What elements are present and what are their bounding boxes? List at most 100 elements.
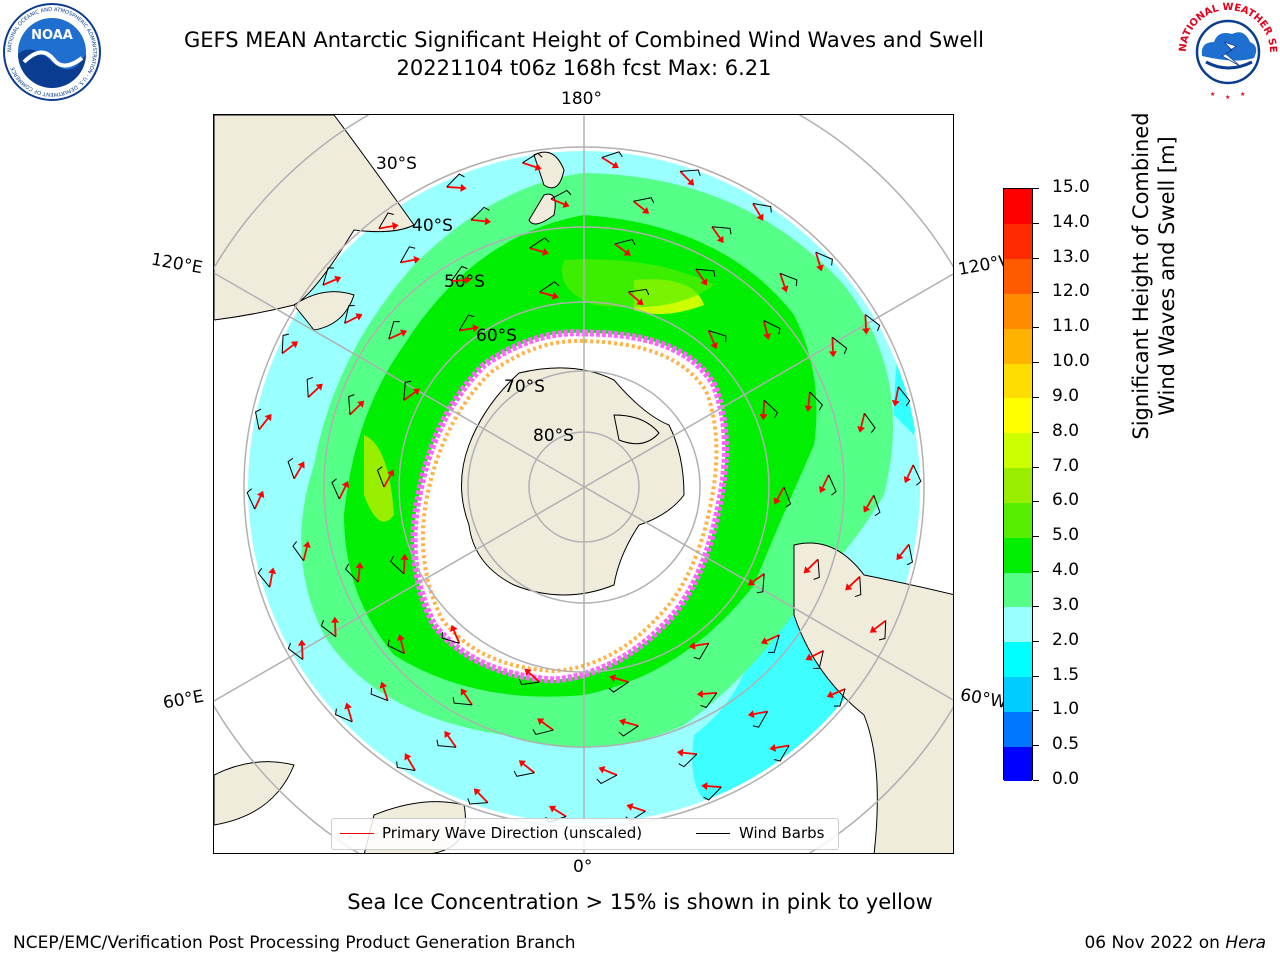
wind-barb [378,212,394,229]
colorbar-tick [1033,571,1039,573]
wind-barb [518,678,540,686]
wave-arrow-head [688,641,696,650]
wave-arrow [400,258,415,264]
svg-text:★: ★ [1225,94,1230,101]
colorbar-segment [1004,746,1032,782]
wind-barb [400,246,416,263]
wind-barb [695,268,716,277]
colorbar-tick-label: 10.0 [1052,351,1090,372]
wave-arrow [253,495,262,510]
wind-barb [833,688,846,707]
wave-arrow-head [619,718,626,726]
wind-barb [550,189,572,200]
wave-arrow-head [472,324,480,333]
wave-arrow-head [413,255,421,264]
wave-arrow [459,327,474,332]
wave-arrow [446,186,461,189]
wind-barb [809,391,823,411]
wind-barb [601,151,623,158]
wind-barb [331,478,340,500]
wave-arrow [453,630,461,644]
wave-arrow [281,344,294,355]
colorbar-tick-label: 0.0 [1052,769,1080,789]
wave-arrow [378,225,393,230]
wind-barb [756,573,765,594]
wind-barb [633,197,655,204]
wind-barb [539,281,560,293]
wave-arrow [779,273,786,287]
wave-arrow-head [805,653,813,661]
wind-barb [467,798,488,805]
wind-barb [450,265,468,282]
wave-arrow [614,243,627,253]
wind-barb [596,774,618,785]
colorbar-tick-label: 6.0 [1052,490,1080,511]
chart-subtitle: 20221104 t06z 168h fcst Max: 6.21 [396,56,772,80]
colorbar-segment [1004,502,1032,538]
colorbar-tick-label: 1.0 [1052,699,1080,720]
wave-arrow-head [268,567,277,575]
lon-label-60w: 60°W [958,685,1009,713]
wind-barb [388,321,400,340]
wave-arrow-head [524,668,532,676]
colorbar-tick [1033,292,1039,294]
wave-arrow [529,247,544,253]
wind-barb [387,639,405,654]
wave-arrow-head [696,689,704,698]
wind-barb [257,567,270,588]
wind-barb [628,288,650,296]
wave-arrow [894,386,900,401]
wind-barb [287,642,303,660]
colorbar-segment [1004,397,1032,434]
colorbar-segment [1004,711,1032,747]
wave-arrow-head [636,298,644,306]
wave-arrow [382,687,389,701]
wind-barb [345,563,359,583]
wind-barb [320,619,336,638]
wind-barb [452,697,473,706]
wave-arrow-head [400,553,409,560]
colorbar-tick [1033,605,1039,607]
colorbar-segment [1004,328,1032,364]
wind-barb [783,486,792,508]
wave-arrow-head [623,248,631,256]
wave-arrow-head [816,264,824,272]
wave-arrow [775,744,790,749]
wave-arrow [463,692,473,706]
colorbar-title-line2: Wind Waves and Swell [m] [1155,136,1179,416]
wind-barb [281,333,290,354]
wave-arrow-head [396,634,405,641]
wave-arrow [550,198,565,205]
wave-arrow [357,567,361,583]
colorbar-tick [1033,536,1039,538]
wind-barb [376,466,385,488]
wave-arrow [301,645,304,660]
wind-barb [711,226,732,235]
lat-label-70s: 70°S [504,377,545,397]
colorbar-tick-label: 4.0 [1052,560,1080,581]
wave-arrow-head [518,760,527,768]
wave-arrow [347,708,353,723]
wave-arrow-head [819,485,827,493]
sea-ice-note: Sea Ice Concentration > 15% is shown in … [347,890,933,914]
wave-arrow [807,391,811,407]
wave-arrow-head [464,276,472,285]
colorbar-tick [1033,466,1039,468]
wave-arrow [338,486,347,500]
wave-arrow-head [763,333,772,340]
wave-arrow [322,278,337,286]
colorbar-tick-label: 2.0 [1052,629,1080,650]
wave-arrow-head [460,688,468,696]
footer-host: Hera [1225,933,1266,953]
wind-barb [779,272,798,286]
wind-barb [763,320,781,335]
lat-label-80s: 80°S [533,426,574,446]
wind-barb [370,688,389,702]
wave-arrow-head [450,624,458,633]
wave-arrow-head [355,562,364,569]
wave-arrow-head [828,351,837,358]
wind-barb [898,386,911,407]
wave-arrow-head [862,328,871,335]
wave-arrow-head [341,481,349,489]
wind-barb [864,413,876,433]
